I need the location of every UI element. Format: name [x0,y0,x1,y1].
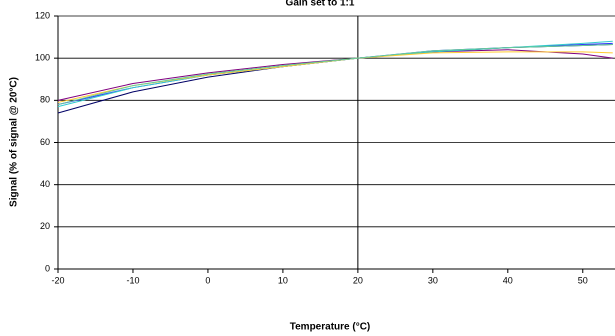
x-tick-label: 0 [205,275,210,285]
y-tick-label: 40 [40,179,50,189]
x-tick-label: 40 [503,275,513,285]
y-tick-label: 100 [35,53,50,63]
series-line [57,43,613,106]
y-tick-label: 80 [40,95,50,105]
y-tick-label: 60 [40,137,50,147]
x-axis-label: Temperature (°C) [290,322,371,333]
x-tick-label: 50 [578,275,588,285]
chart-title: Gain set to 1:1 [286,0,355,9]
series-line [57,43,613,114]
y-tick-label: 120 [35,10,50,20]
y-tick-label: 20 [40,221,50,231]
x-tick-label: 10 [278,275,288,285]
y-tick-label: 0 [45,263,50,273]
series-line [57,49,613,101]
x-tick-label: -10 [126,275,139,285]
series-line [57,42,613,106]
y-axis-label: Signal (% of signal @ 20°C) [9,77,20,207]
series-line [57,51,613,103]
x-tick-label: 30 [428,275,438,285]
x-tick-label: -20 [51,275,64,285]
x-tick-label: 20 [353,275,363,285]
